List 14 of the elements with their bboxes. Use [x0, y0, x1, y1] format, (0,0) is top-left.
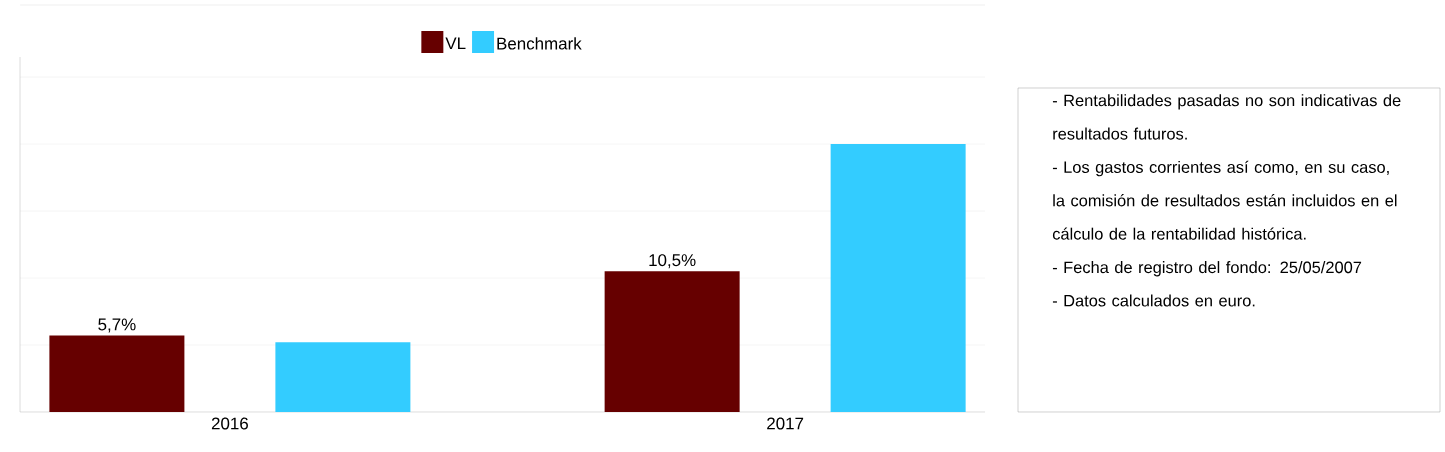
- bar: [49, 335, 185, 412]
- legend-label: VL: [445, 37, 466, 50]
- legend-label: Benchmark: [497, 37, 582, 50]
- bar: [275, 342, 411, 412]
- x-tick-label: 2017: [767, 417, 804, 430]
- bar: [604, 271, 740, 412]
- text: - Los gastos corrientes así como, en su caso, la comisión de resultados están incluidos en el cálculo de la rentabilidad histórica.: [1052, 160, 1397, 240]
- x-tick-label: 2016: [211, 417, 248, 430]
- text: - Datos calculados en euro.: [1052, 294, 1255, 307]
- data-label: 5,7%: [98, 318, 136, 333]
- text: - Fecha de registro del fondo: 25/05/2007: [1052, 261, 1362, 277]
- bar: [830, 144, 966, 412]
- text: - Rentabilidades pasadas no son indicativas de resultados futuros.: [1052, 94, 1401, 140]
- data-label: 10,5%: [649, 254, 696, 269]
